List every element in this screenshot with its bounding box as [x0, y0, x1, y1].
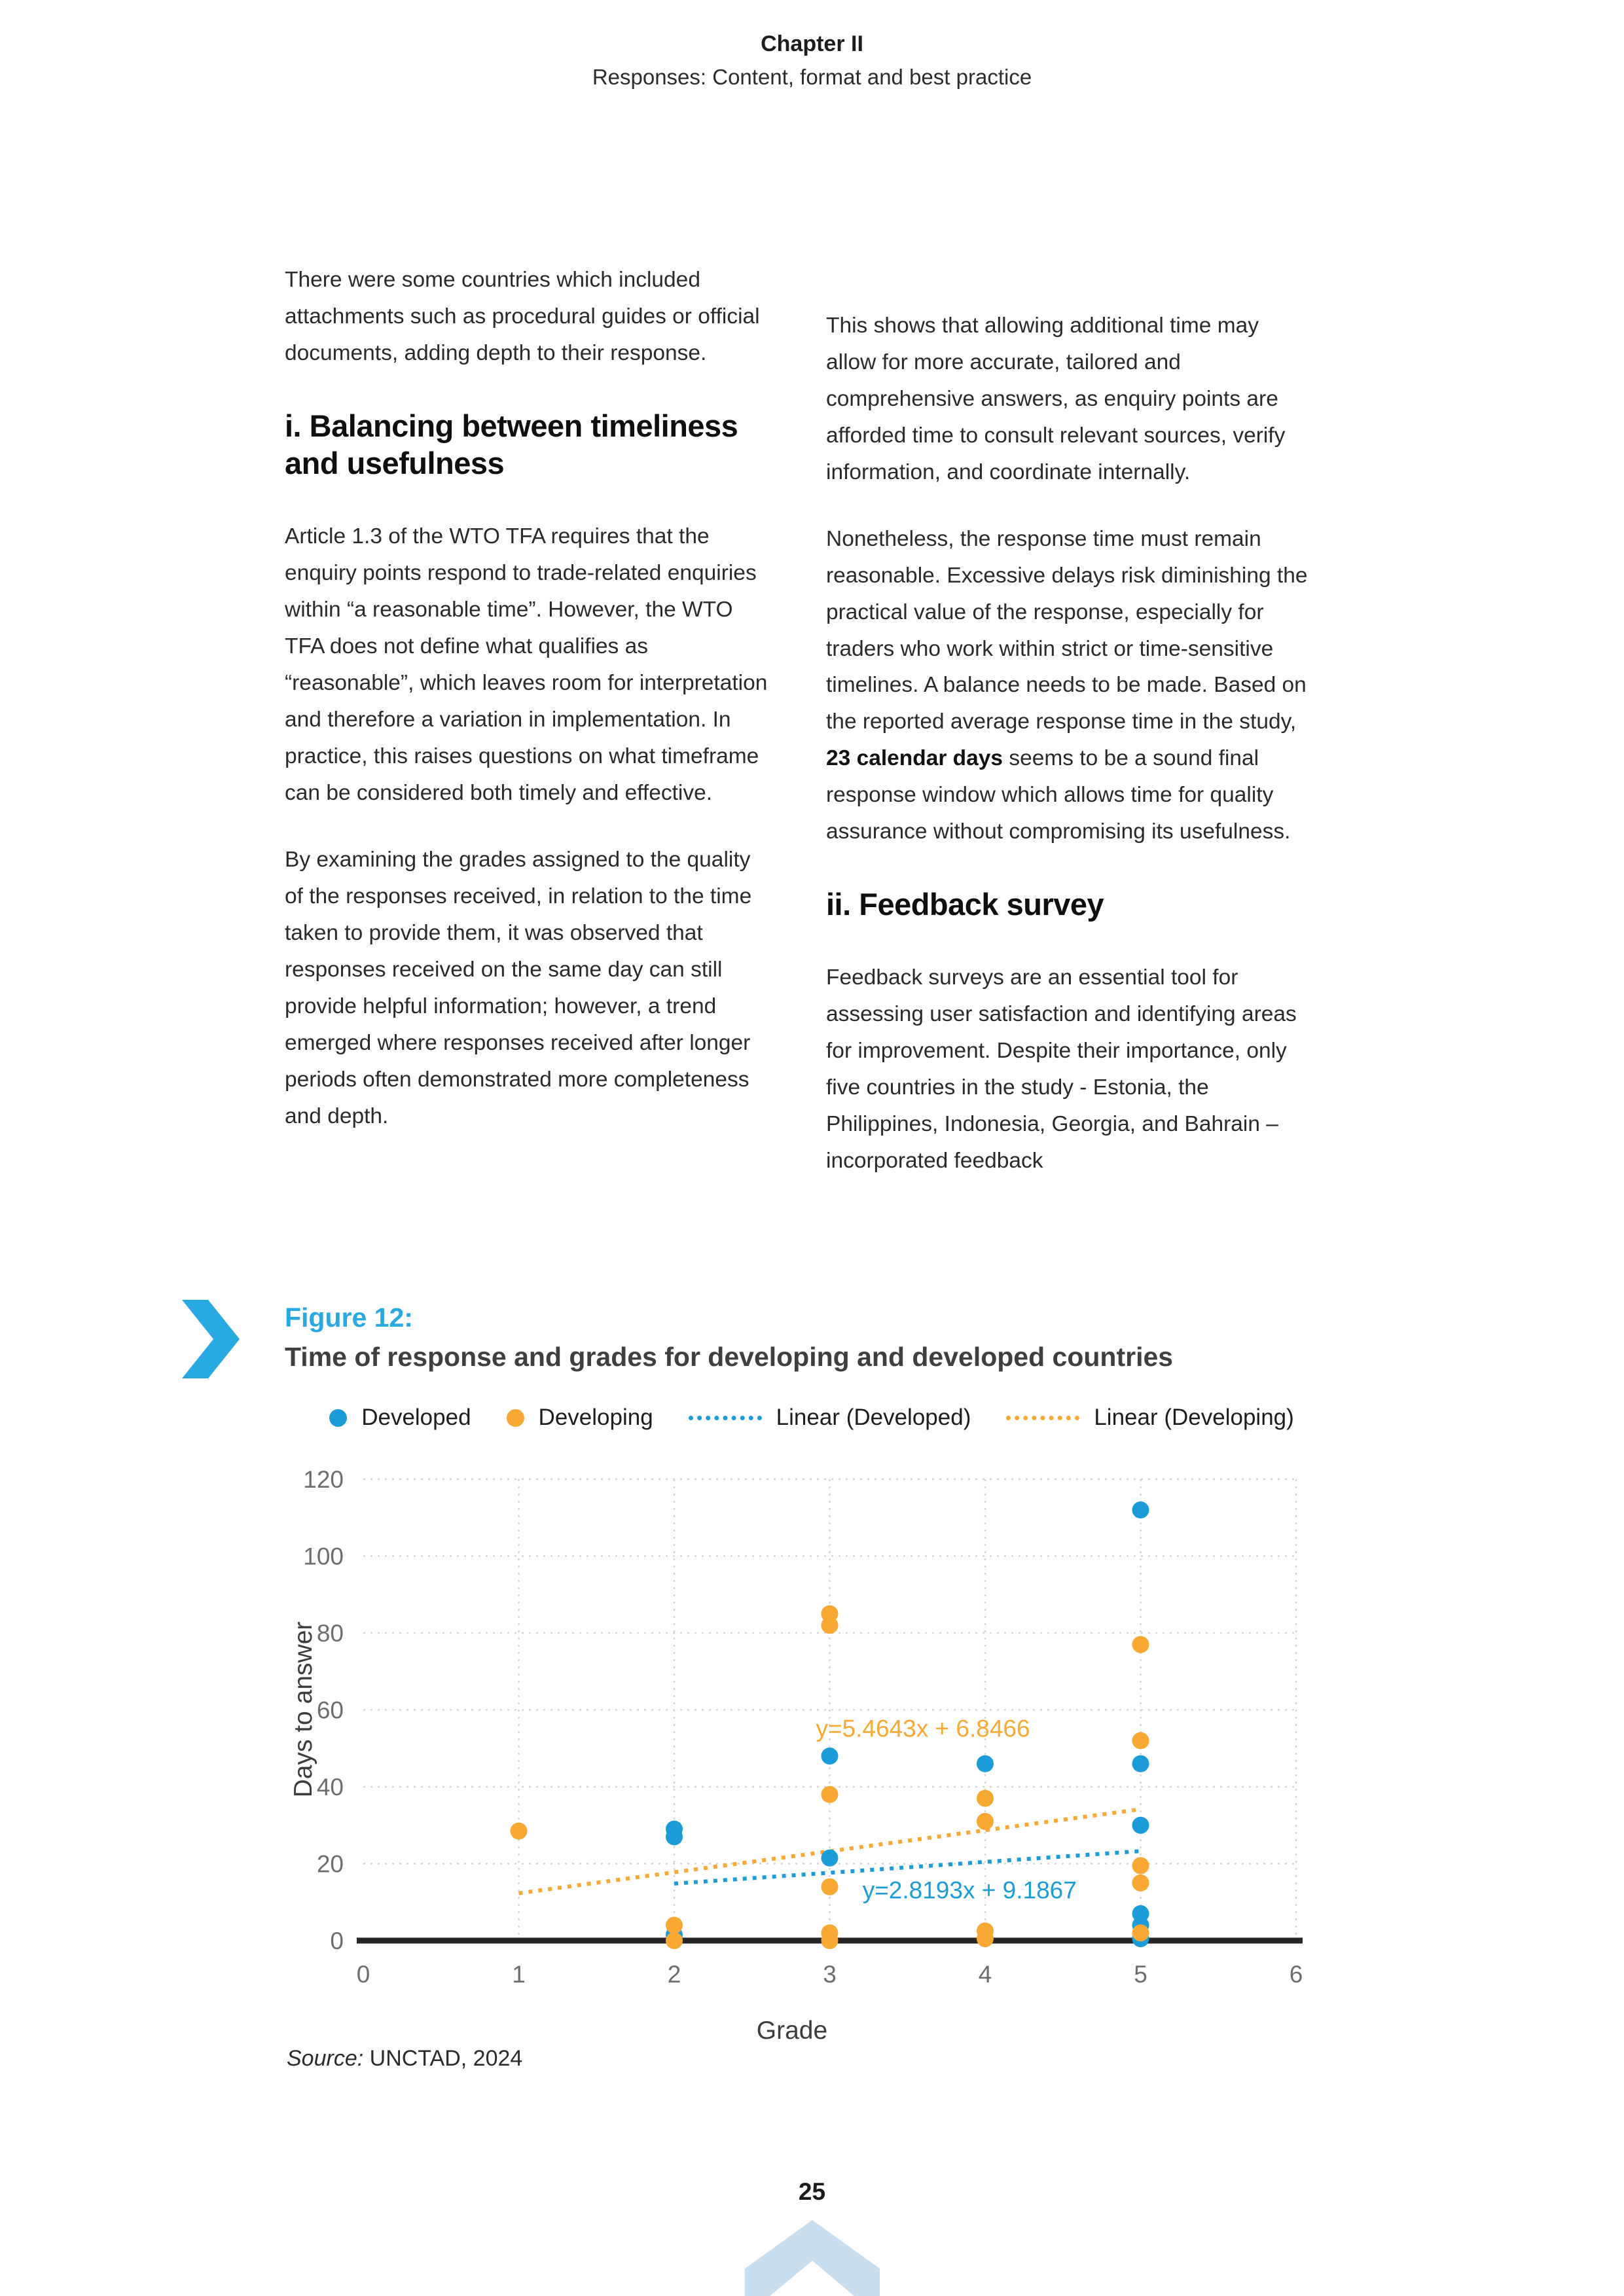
- paragraph: Article 1.3 of the WTO TFA requires that…: [285, 524, 768, 806]
- paragraph: Nonetheless, the response time must rema…: [826, 521, 1312, 850]
- y-axis-title: Days to answer: [289, 1622, 317, 1798]
- x-tick-label: 3: [823, 1961, 837, 1988]
- y-tick-label: 80: [317, 1620, 344, 1647]
- point-developing: [666, 1916, 683, 1934]
- paragraph: By examining the grades assigned to the …: [285, 847, 752, 1128]
- legend-item-linear-developed: Linear (Developed): [688, 1405, 971, 1431]
- point-developed: [977, 1755, 994, 1772]
- trendline-equation: y=5.4643x + 6.8466: [816, 1715, 1030, 1742]
- section-heading-timeliness: i. Balancing between timeliness and usef…: [285, 408, 738, 481]
- section-heading-feedback: ii. Feedback survey: [826, 887, 1104, 922]
- point-developing: [1132, 1857, 1149, 1874]
- point-developed: [1132, 1755, 1149, 1772]
- dotted-line-blue-icon: [688, 1415, 762, 1420]
- point-developing: [977, 1812, 994, 1830]
- chapter-subtitle: Responses: Content, format and best prac…: [592, 65, 1032, 89]
- scatter-chart: 0 20 40 60 80 100 120 0 1 2 3 4 5 6 Days to answer Grad…: [289, 1466, 1303, 2045]
- chapter-title: Chapter II: [761, 31, 863, 56]
- y-tick-label: 20: [317, 1851, 344, 1878]
- point-developing: [1132, 1924, 1149, 1942]
- dotted-line-orange-icon: [1006, 1415, 1080, 1420]
- x-tick-label: 6: [1290, 1961, 1303, 1988]
- point-developed: [666, 1828, 683, 1846]
- y-tick-label: 100: [303, 1543, 344, 1570]
- legend-label: Linear (Developed): [776, 1405, 971, 1430]
- y-tick-label: 0: [330, 1928, 344, 1954]
- x-axis-title: Grade: [757, 2017, 827, 2045]
- point-developing: [1132, 1732, 1149, 1749]
- x-tick-label: 5: [1134, 1961, 1147, 1988]
- trendline-linear-developing-: [518, 1807, 1141, 1895]
- point-developed: [1132, 1501, 1149, 1518]
- running-header: Chapter II Responses: Content, format an…: [0, 31, 1624, 90]
- paragraph: Feedback surveys are an essential tool f…: [826, 965, 1297, 1174]
- x-tick-label: 4: [979, 1961, 992, 1988]
- left-column: There were some countries which included…: [285, 262, 770, 1164]
- legend-item-developed: Developed: [329, 1405, 471, 1431]
- highlight-23-calendar-days: 23 calendar days: [826, 746, 1003, 771]
- y-tick-label: 40: [317, 1774, 344, 1801]
- point-developing: [1132, 1874, 1149, 1892]
- y-tick-label: 60: [317, 1697, 344, 1724]
- x-tick-label: 2: [668, 1961, 681, 1988]
- figure-12-chart: 0 20 40 60 80 100 120 0 1 2 3 4 5 6 Days to answer Grad…: [288, 1440, 1335, 2068]
- paragraph-text: seems to be a sound final response windo…: [826, 746, 1291, 844]
- developed-dot-icon: [329, 1408, 348, 1427]
- figure-label: Figure 12:: [285, 1302, 413, 1333]
- x-tick-label: 1: [512, 1961, 526, 1988]
- legend-label: Developed: [361, 1405, 471, 1430]
- source-value: UNCTAD, 2024: [363, 2046, 523, 2071]
- x-tick-label: 0: [357, 1961, 370, 1988]
- page-number: 25: [798, 2178, 826, 2205]
- figure-title: Time of response and grades for developi…: [285, 1342, 1174, 1372]
- source-label: Source:: [287, 2046, 364, 2071]
- legend-item-developing: Developing: [506, 1405, 653, 1431]
- point-developed: [821, 1748, 839, 1765]
- chart-legend: Developed Developing Linear (Developed) …: [288, 1405, 1335, 1431]
- figure-chevron-icon: [182, 1300, 240, 1382]
- point-developing: [821, 1932, 839, 1949]
- point-developing: [821, 1785, 839, 1803]
- paragraph-text: Nonetheless, the response time must rema…: [826, 526, 1308, 734]
- point-developing: [977, 1789, 994, 1807]
- point-developing: [977, 1930, 994, 1948]
- footer-logo-chevron-icon: [745, 2219, 880, 2296]
- legend-item-linear-developing: Linear (Developing): [1006, 1405, 1294, 1431]
- legend-label: Developing: [538, 1405, 653, 1430]
- point-developing: [821, 1878, 839, 1895]
- point-developed: [821, 1849, 839, 1867]
- paragraph: There were some countries which included…: [285, 268, 760, 365]
- figure-header: Figure 12: Time of response and grades f…: [285, 1302, 1398, 1372]
- right-column: This shows that allowing additional time…: [826, 308, 1312, 1210]
- point-developing: [510, 1822, 528, 1840]
- y-tick-label: 120: [303, 1466, 344, 1493]
- figure-source: Source: UNCTAD, 2024: [287, 2046, 522, 2072]
- point-developed: [1132, 1816, 1149, 1834]
- point-developing: [666, 1932, 683, 1949]
- developing-dot-icon: [506, 1408, 524, 1427]
- legend-label: Linear (Developing): [1094, 1405, 1294, 1430]
- paragraph: This shows that allowing additional time…: [826, 314, 1286, 484]
- point-developing: [1132, 1636, 1149, 1653]
- point-developing: [821, 1617, 839, 1634]
- trendline-equation: y=2.8193x + 9.1867: [863, 1876, 1077, 1903]
